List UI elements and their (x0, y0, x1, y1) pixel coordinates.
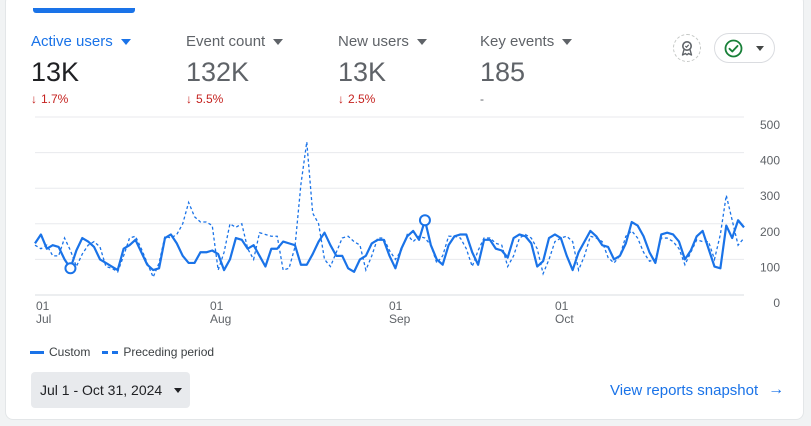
metric-value: 185 (480, 57, 526, 87)
metric-label: Key events (480, 33, 555, 50)
x-tick-month: Jul (36, 312, 51, 326)
chevron-down-icon (120, 38, 131, 45)
chart-legend: Custom Preceding period (30, 345, 226, 359)
anomaly-marker[interactable] (418, 214, 431, 227)
date-range-label: Jul 1 - Oct 31, 2024 (40, 382, 163, 398)
legend-item-preceding: Preceding period (102, 345, 214, 359)
metric-new-users-header[interactable]: New users (338, 33, 427, 50)
metric-delta-value: - (480, 92, 484, 106)
metric-value: 13K (338, 57, 387, 87)
x-tick-day: 01 (36, 299, 50, 313)
metric-delta: ↓ 1.7% (31, 92, 131, 106)
legend-label: Custom (49, 345, 91, 359)
anomaly-marker[interactable] (64, 262, 77, 275)
overview-card (5, 0, 804, 420)
metric-key-events-header[interactable]: Key events (480, 33, 573, 50)
metric-delta: - (480, 92, 572, 106)
metric-event-count-header[interactable]: Event count (186, 33, 284, 50)
x-tick-day: 01 (555, 299, 569, 313)
metric-label: Active users (31, 33, 113, 50)
chevron-down-icon (273, 38, 284, 45)
chevron-down-icon (416, 38, 427, 45)
x-tick-day: 01 (210, 299, 224, 313)
y-tick-label: 200 (760, 225, 780, 239)
metric-label: New users (338, 33, 409, 50)
metric-delta-value: 2.5% (348, 92, 376, 106)
arrow-down-icon: ↓ (186, 92, 192, 106)
check-circle-icon (724, 39, 743, 57)
legend-item-custom: Custom (30, 345, 90, 359)
x-tick-month: Oct (555, 312, 574, 326)
metric-event-count[interactable]: Event count 132K ↓ 5.5% (186, 33, 284, 106)
x-tick-month: Aug (210, 312, 231, 326)
metric-delta: ↓ 5.5% (186, 92, 283, 106)
y-tick-label: 500 (760, 118, 780, 132)
metric-value: 132K (186, 57, 250, 87)
award-icon (681, 41, 693, 56)
y-tick-label: 400 (760, 154, 780, 168)
chevron-down-icon (562, 38, 573, 45)
series-line-preceding-period (34, 141, 745, 279)
x-tick-month: Sep (389, 312, 411, 326)
active-tab-indicator (33, 8, 135, 13)
metric-delta-value: 5.5% (196, 92, 224, 106)
x-tick-day: 01 (389, 299, 403, 313)
view-reports-snapshot-link[interactable]: View reports snapshot → (610, 381, 784, 399)
metric-key-events[interactable]: Key events 185 - (480, 33, 573, 106)
arrow-down-icon: ↓ (31, 92, 37, 106)
y-tick-label: 300 (760, 189, 780, 203)
metric-delta-value: 1.7% (41, 92, 69, 106)
metric-delta: ↓ 2.5% (338, 92, 427, 106)
legend-solid-line (30, 350, 44, 354)
y-axis-ticks: 500 400 300 200 100 0 (760, 118, 780, 310)
chart-gridlines (35, 116, 744, 296)
chevron-down-icon (756, 45, 764, 51)
arrow-right-icon: → (768, 381, 785, 398)
chevron-down-icon (174, 387, 183, 393)
legend-dashed-line (102, 350, 119, 354)
metric-active-users-header[interactable]: Active users (31, 33, 131, 50)
series-line-custom (34, 219, 745, 273)
insights-badge-button[interactable] (673, 34, 701, 62)
status-dropdown-button[interactable] (714, 33, 775, 63)
snapshot-link-label: View reports snapshot (610, 381, 759, 399)
metric-label: Event count (186, 33, 266, 50)
arrow-down-icon: ↓ (338, 92, 344, 106)
y-tick-label: 100 (760, 260, 780, 274)
date-range-button[interactable]: Jul 1 - Oct 31, 2024 (31, 372, 190, 408)
chart-markers (64, 214, 431, 275)
metric-new-users[interactable]: New users 13K ↓ 2.5% (338, 33, 427, 106)
legend-label: Preceding period (123, 345, 215, 359)
metric-active-users[interactable]: Active users 13K ↓ 1.7% (31, 33, 131, 106)
y-tick-label: 0 (773, 296, 780, 310)
metric-value: 13K (31, 57, 80, 87)
